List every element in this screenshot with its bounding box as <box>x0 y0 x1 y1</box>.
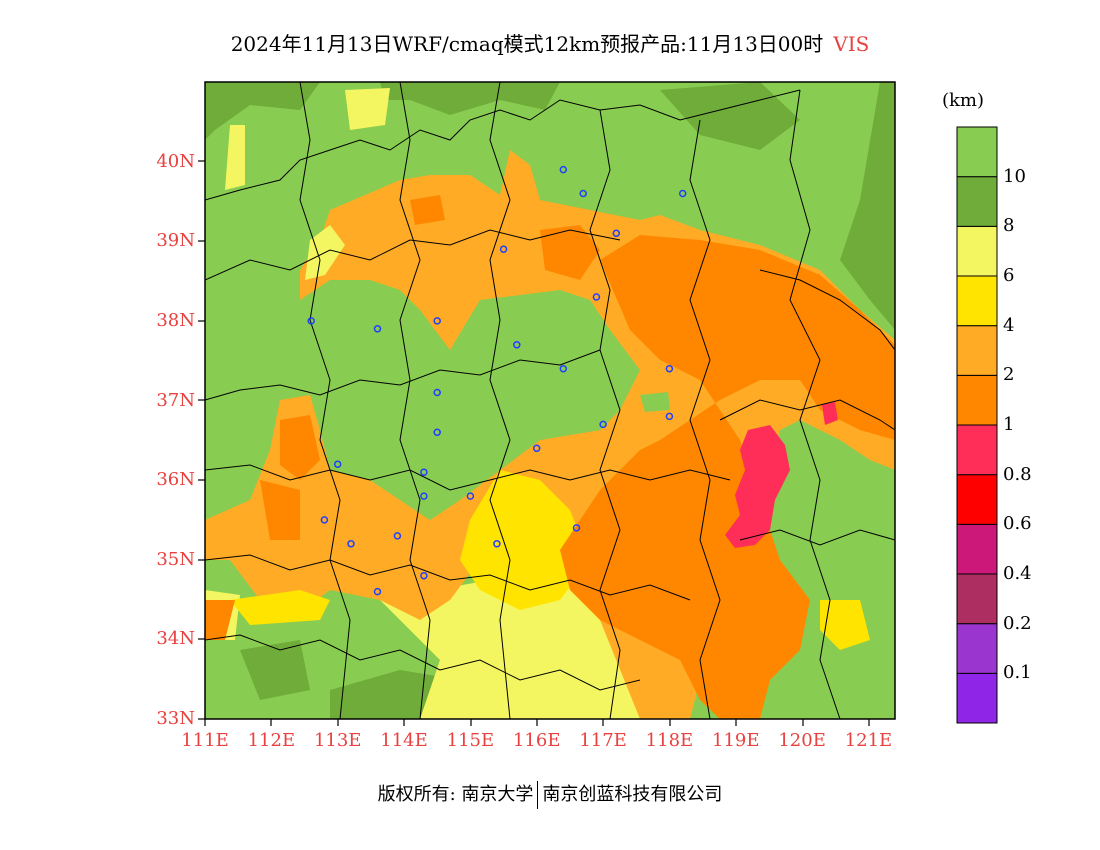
station-marker <box>320 516 329 524</box>
lat-label: 33N <box>156 708 195 729</box>
colorbar-segment <box>956 424 998 476</box>
lon-label: 118E <box>645 730 694 751</box>
lon-label: 121E <box>844 730 893 751</box>
lon-label: 113E <box>313 730 362 751</box>
title-text: 2024年11月13日WRF/cmaq模式12km预报产品:11月13日00时 <box>230 32 824 56</box>
colorbar-segment <box>956 672 998 724</box>
station-marker <box>466 492 475 500</box>
station-marker <box>393 532 402 540</box>
station-marker <box>665 412 674 421</box>
colorbar-label: 6 <box>1003 265 1015 286</box>
station-marker <box>579 189 587 198</box>
lon-label: 119E <box>712 730 760 751</box>
colorbar-label: 10 <box>1003 165 1026 187</box>
colorbar-label: 0.2 <box>1003 612 1032 634</box>
lon-label: 116E <box>512 730 561 751</box>
colorbar-label: 0.4 <box>1003 563 1032 584</box>
station-marker <box>373 587 382 596</box>
chart-title: 2024年11月13日WRF/cmaq模式12km预报产品:11月13日00时 V… <box>0 28 1100 57</box>
station-marker <box>678 189 687 198</box>
lat-label: 36N <box>156 469 195 491</box>
colorbar-segment <box>956 176 998 227</box>
lat-label: 35N <box>156 548 195 570</box>
colorbar-label: 2 <box>1003 364 1015 386</box>
colorbar-label: 4 <box>1003 314 1015 336</box>
colorbar-label: 0.6 <box>1003 513 1032 535</box>
station-marker <box>307 317 315 325</box>
colorbar-segment <box>956 275 998 327</box>
station-marker <box>420 468 428 476</box>
colorbar-segment <box>956 225 998 277</box>
station-marker <box>665 364 674 373</box>
station-marker <box>347 540 355 548</box>
lon-label: 117E <box>579 730 627 751</box>
variable-name: VIS <box>833 32 870 56</box>
station-marker <box>599 420 607 429</box>
lat-label: 37N <box>156 389 195 411</box>
colorbar-segment <box>956 573 998 625</box>
station-marker <box>499 245 508 253</box>
copyright-org2: 南京创蓝科技有限公司 <box>542 784 723 805</box>
station-marker <box>420 492 428 500</box>
lat-label: 38N <box>156 309 195 331</box>
station-marker <box>559 364 568 373</box>
colorbar-segment <box>956 126 998 178</box>
colorbar-label: 0.8 <box>1003 463 1032 485</box>
lat-label: 34N <box>156 628 195 650</box>
colorbar-segment <box>956 325 998 376</box>
station-marker <box>612 229 621 238</box>
colorbar-label: 8 <box>1003 215 1015 237</box>
visibility-field <box>205 82 895 719</box>
copyright-prefix: 版权所有: <box>377 784 456 805</box>
colorbar-segment <box>956 474 998 525</box>
station-marker <box>493 540 501 548</box>
station-marker <box>333 460 342 468</box>
station-marker <box>559 165 568 174</box>
boundary-lines <box>205 82 895 719</box>
station-markers <box>307 165 687 596</box>
lat-label: 40N <box>156 150 195 172</box>
colorbar-unit: (km) <box>942 90 985 111</box>
footer-separator <box>537 781 539 809</box>
lon-label: 114E <box>380 730 428 751</box>
station-marker <box>373 325 382 333</box>
station-marker <box>433 428 441 437</box>
lon-label: 115E <box>446 730 495 751</box>
station-marker <box>572 524 581 532</box>
colorbar-segment <box>956 523 998 575</box>
lat-label: 39N <box>156 230 195 252</box>
colorbar <box>956 126 998 724</box>
station-marker <box>433 388 441 397</box>
station-marker <box>592 293 601 301</box>
colorbar-label: 1 <box>1003 414 1015 435</box>
colorbar-segment <box>956 374 998 426</box>
lon-label: 120E <box>778 730 826 751</box>
colorbar-segment <box>956 623 998 674</box>
lon-label: 112E <box>247 730 296 751</box>
colorbar-label: 0.1 <box>1003 662 1032 684</box>
station-marker <box>420 571 428 580</box>
axis-ticks <box>198 160 870 726</box>
station-marker <box>532 444 541 453</box>
station-marker <box>513 341 521 349</box>
copyright-footer: 版权所有: 南京大学 南京创蓝科技有限公司 <box>0 780 1100 809</box>
station-marker <box>433 317 441 325</box>
lon-label: 111E <box>181 730 229 751</box>
copyright-org1: 南京大学 <box>461 784 534 805</box>
